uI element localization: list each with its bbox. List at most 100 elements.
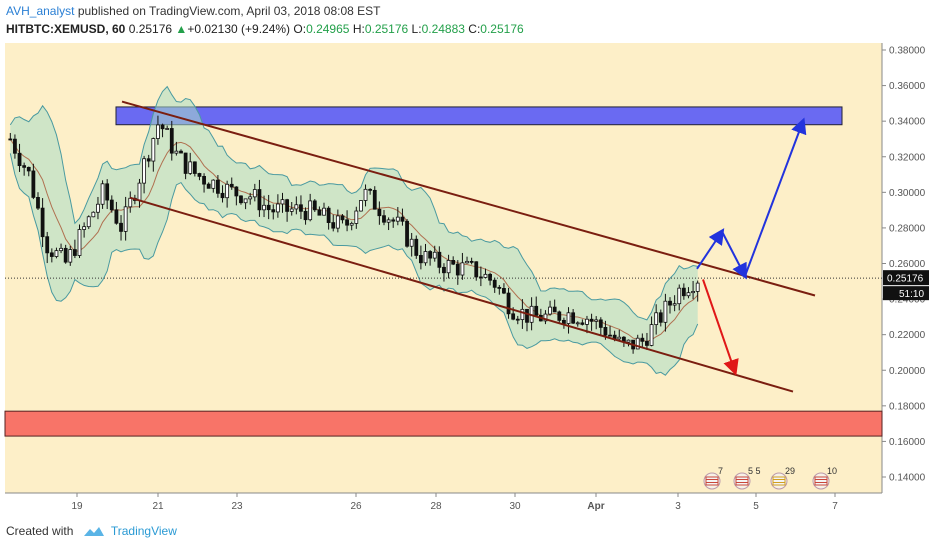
candle-body: [691, 291, 695, 294]
time-tick-label: 5: [753, 501, 759, 512]
candle-body: [96, 203, 100, 213]
footer: Created with TradingView: [6, 524, 177, 538]
candle-body: [502, 288, 506, 294]
candle-body: [128, 197, 133, 208]
candle-body: [446, 260, 451, 274]
event-flag-icon[interactable]: 7: [703, 466, 723, 490]
candle-body: [243, 198, 248, 204]
candle-body: [506, 292, 511, 315]
candle-body: [183, 152, 188, 174]
candle-body: [409, 238, 414, 247]
candle-body: [580, 322, 585, 325]
candle-body: [156, 124, 160, 139]
candle-body: [252, 189, 257, 198]
price-tick-label: 0.34000: [889, 117, 926, 128]
candle-body: [72, 249, 77, 256]
event-flag-icon[interactable]: 29: [770, 466, 795, 490]
candle-body: [26, 166, 31, 172]
author-link[interactable]: AVH_analyst: [6, 4, 75, 18]
candle-body: [160, 124, 165, 130]
projection-arrows: [696, 117, 807, 376]
candle-body: [8, 138, 13, 141]
candle-body: [197, 173, 202, 177]
candle-body: [82, 226, 87, 230]
candle-body: [100, 183, 105, 205]
candle-body: [54, 250, 59, 257]
candle-body: [497, 286, 502, 289]
candle-body: [617, 336, 622, 340]
candle-body: [423, 251, 428, 264]
candle-body: [299, 204, 303, 212]
candle-body: [31, 170, 36, 198]
candle-body: [63, 247, 68, 263]
event-count: 10: [827, 466, 837, 476]
candle-body: [345, 219, 349, 226]
candle-body: [395, 216, 400, 222]
event-flag-icon[interactable]: 5 5: [733, 466, 761, 490]
candle-body: [534, 305, 539, 316]
low-value: 0.24883: [421, 22, 465, 36]
low-label: L:: [411, 22, 422, 36]
candle-body: [649, 324, 654, 346]
time-tick-label: Apr: [587, 501, 604, 512]
symbol-line: HITBTC:XEMUSD, 60 0.25176 ▲+0.02130 (+9.…: [6, 22, 524, 36]
candle-body: [663, 300, 668, 323]
candle-body: [400, 216, 405, 222]
candle-body: [45, 236, 50, 254]
candle-body: [151, 138, 156, 162]
price-axis-background: [882, 43, 932, 493]
candle-body: [640, 337, 645, 342]
candle-body: [40, 207, 45, 238]
time-tick-label: 30: [509, 501, 521, 512]
candle-body: [229, 183, 234, 188]
candle-body: [114, 209, 119, 224]
channel-upper-line: [121, 100, 816, 297]
candle-body: [382, 215, 386, 223]
candle-body: [359, 200, 363, 212]
high-value: 0.25176: [364, 22, 409, 36]
candle-body: [562, 319, 566, 324]
candle-body: [557, 311, 562, 321]
candle-body: [645, 340, 649, 346]
candle-body: [442, 266, 446, 274]
published-text: published on TradingView.com, April 03, …: [77, 4, 381, 18]
candlestick-series: [8, 115, 700, 354]
symbol-name: HITBTC:XEMUSD, 60: [6, 22, 126, 36]
candle-body: [77, 229, 82, 256]
candle-body: [285, 199, 290, 212]
candle-body: [211, 179, 216, 189]
event-flag-icon[interactable]: 10: [812, 466, 837, 490]
candle-body: [109, 199, 114, 211]
candle-body: [386, 219, 391, 223]
candle-body: [668, 300, 672, 306]
channel-lower-line: [129, 196, 794, 393]
economic-events[interactable]: 7 5 5 29 10: [703, 466, 837, 490]
candle-body: [460, 262, 465, 276]
candle-body: [91, 211, 96, 218]
price-tick-label: 0.38000: [889, 46, 926, 57]
tradingview-brand-link[interactable]: TradingView: [110, 524, 177, 538]
candle-body: [511, 313, 516, 320]
price-tick-label: 0.28000: [889, 223, 926, 234]
price-tick-label: 0.30000: [889, 188, 926, 199]
candle-body: [377, 208, 382, 217]
candle-body: [234, 186, 239, 197]
candle-body: [322, 207, 326, 216]
candle-body: [59, 247, 63, 252]
candle-body: [312, 200, 317, 211]
candle-body: [179, 150, 183, 154]
candle-body: [326, 207, 331, 223]
candle-body: [119, 222, 123, 232]
candle-body: [686, 292, 691, 297]
candle-body: [465, 260, 469, 264]
candle-body: [414, 238, 419, 256]
candle-body: [137, 182, 142, 201]
candle-body: [308, 200, 313, 221]
candle-body: [594, 319, 599, 322]
candle-body: [349, 223, 354, 226]
time-tick-label: 21: [152, 501, 164, 512]
candle-body: [146, 158, 151, 162]
candle-body: [123, 206, 128, 232]
candle-body: [492, 279, 497, 288]
